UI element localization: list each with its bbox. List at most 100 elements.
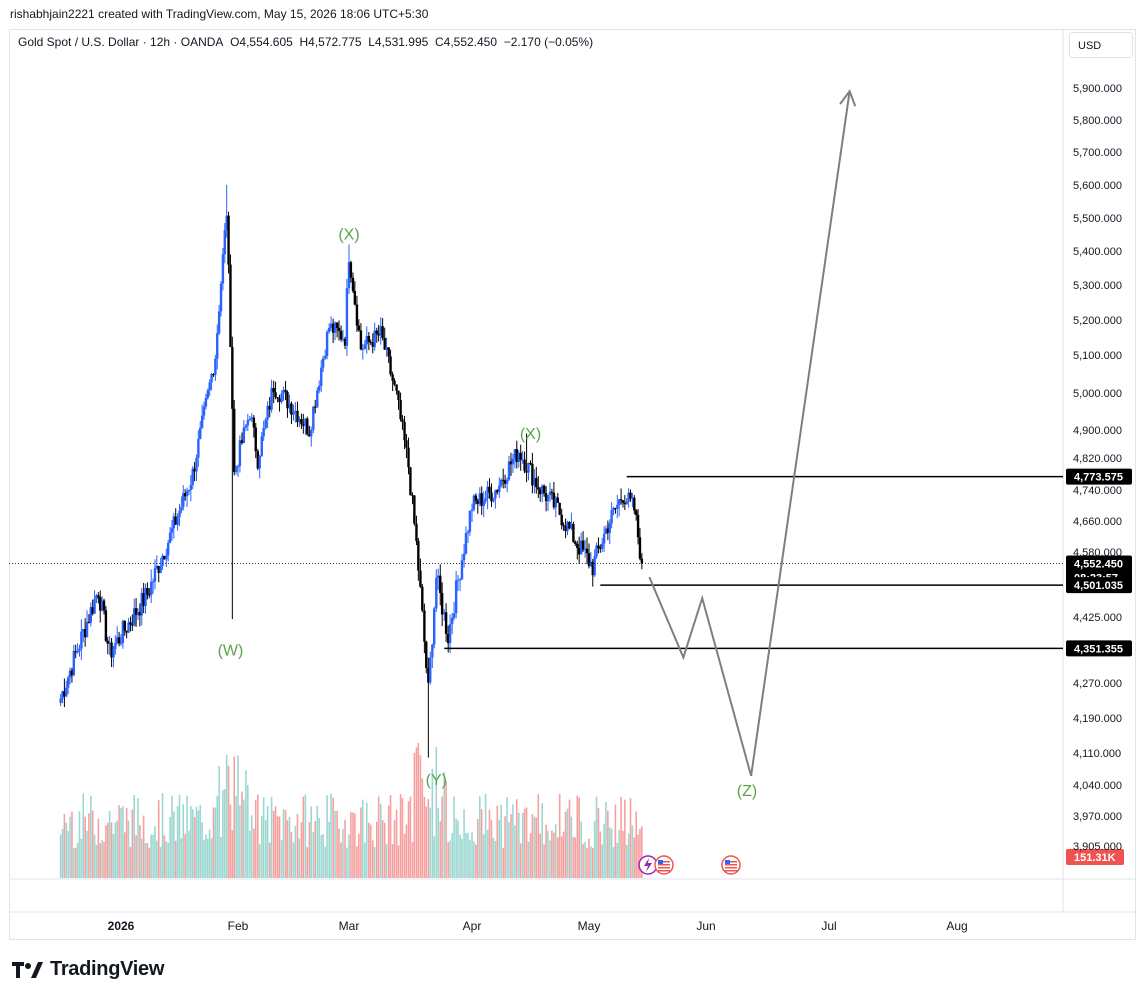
volume-bar (159, 847, 162, 878)
candle-body (170, 528, 174, 533)
volume-bar (518, 812, 520, 878)
candle-body (502, 479, 505, 481)
high-value: 4,572.775 (308, 35, 362, 49)
projection-path[interactable] (648, 91, 851, 777)
volume-bar (465, 833, 467, 878)
volume-bar (486, 829, 489, 878)
candle-body (106, 640, 109, 644)
candle-body (180, 506, 183, 511)
candle-body (580, 540, 583, 555)
volume-bar (597, 807, 600, 878)
us-flag-icon[interactable] (654, 855, 674, 875)
volume-bar (510, 814, 512, 878)
volume-bar (322, 833, 324, 878)
currency-button[interactable]: USD (1069, 32, 1133, 58)
volume-bar (330, 793, 332, 878)
volume-bar (425, 806, 428, 878)
volume-bar (437, 808, 439, 878)
candle-body (316, 390, 319, 408)
candle-body (519, 452, 522, 460)
volume-bar (475, 844, 477, 878)
chart-frame (9, 29, 1136, 940)
x-tick-label: Apr (463, 919, 482, 933)
us-flag-stripe (658, 867, 670, 869)
candle-body (290, 403, 293, 415)
candle-body (464, 533, 468, 554)
candle-body (250, 417, 253, 420)
candle-body (627, 492, 630, 502)
volume-bar (539, 833, 541, 878)
change-value: −2.170 (−0.05%) (503, 35, 594, 49)
volume-bar (607, 810, 609, 878)
candle-body (550, 491, 554, 493)
volume-bar (91, 810, 94, 878)
volume-bar (223, 789, 226, 878)
candle-body (63, 691, 66, 697)
volume-bar (188, 830, 190, 878)
candle-body (76, 651, 79, 653)
candle-body (625, 501, 628, 505)
candle-body (146, 588, 149, 595)
candle-body (621, 500, 625, 503)
lightning-bolt (644, 858, 652, 872)
candle-body (343, 338, 347, 346)
volume-bar (618, 829, 620, 878)
volume-bar (140, 838, 143, 878)
volume-bar (641, 826, 643, 878)
candle-body (100, 600, 104, 611)
candle-body (148, 594, 151, 596)
candle-body (419, 570, 422, 587)
volume-bar (578, 797, 580, 878)
volume-bar (637, 834, 639, 878)
candle-body (260, 436, 263, 456)
low-label: L (368, 35, 375, 49)
candle-body (629, 492, 632, 499)
symbol-legend: Gold Spot / U.S. Dollar · 12h · OANDA O4… (18, 35, 593, 49)
tradingview-logo[interactable]: TradingView (12, 958, 164, 981)
candle-body (593, 556, 596, 576)
candle-body (456, 579, 460, 581)
volume-bar (625, 844, 628, 878)
y-tick-label: 5,200.000 (1073, 315, 1122, 327)
y-tick-label: 4,900.000 (1073, 425, 1122, 437)
y-tick-label: 4,580.000 (1073, 547, 1122, 559)
volume-bar (218, 766, 220, 878)
volume-bar (586, 847, 588, 878)
candle-body (68, 670, 72, 678)
volume-bar (610, 828, 613, 878)
volume-bar (358, 833, 360, 878)
candle-body (395, 384, 398, 391)
volume-bar (356, 846, 358, 878)
candle-body (636, 514, 640, 538)
candle-body (443, 612, 446, 615)
volume-bar (352, 812, 354, 878)
volume-bar (348, 834, 350, 878)
us-flag-icon[interactable] (721, 855, 741, 875)
wave-label: (X) (338, 226, 359, 243)
price-label-box (1066, 577, 1132, 594)
candle-body (172, 516, 176, 529)
candle-body (587, 553, 591, 567)
volume-bar (278, 816, 281, 878)
candle-body (195, 457, 198, 472)
candle-body (415, 523, 418, 542)
volume-bar (205, 834, 207, 878)
volume-label-box (1066, 849, 1124, 865)
volume-bar (328, 821, 330, 878)
volume-bar (369, 824, 372, 878)
candle-body (472, 495, 476, 510)
symbol-title[interactable]: Gold Spot / U.S. Dollar · 12h · OANDA (18, 35, 224, 49)
price-axis-label: 4,552.450 (1066, 555, 1132, 572)
candle-body (127, 622, 130, 633)
y-tick-label: 5,800.000 (1073, 115, 1122, 127)
candle-body (246, 419, 250, 426)
candle-body (262, 427, 265, 437)
volume-bar (389, 795, 392, 878)
volume-bar (393, 819, 396, 878)
volume-bar (557, 837, 559, 878)
candle-body (535, 477, 538, 488)
candle-body (142, 592, 145, 606)
candle-body (631, 497, 634, 499)
candle-body (83, 629, 87, 638)
